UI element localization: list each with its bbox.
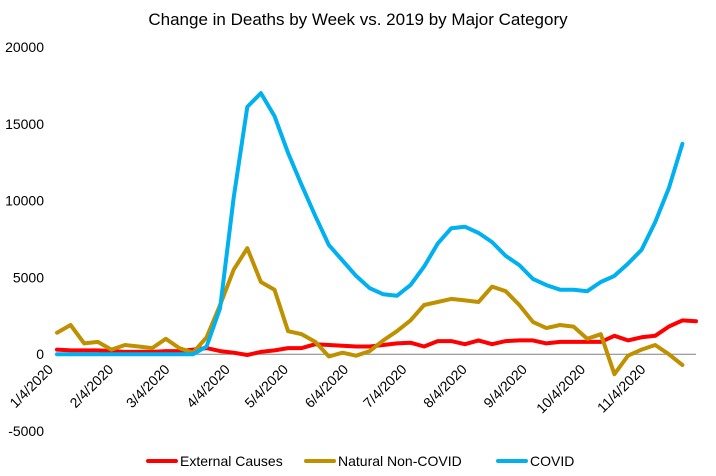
x-tick-label: 2/4/2020 — [66, 361, 116, 411]
series-lines — [55, 91, 698, 377]
x-tick-label: 1/4/2020 — [6, 361, 56, 411]
y-tick-label: 5000 — [13, 269, 44, 285]
x-tick-label: 5/4/2020 — [241, 361, 291, 411]
y-tick-label: -5000 — [8, 423, 44, 439]
x-axis-ticks: 1/4/2020 2/4/2020 3/4/2020 4/4/2020 5/4/2020… — [6, 361, 648, 417]
legend: External Causes Natural Non-COVID COVID — [146, 453, 574, 469]
legend-label-external-causes: External Causes — [180, 453, 283, 469]
series-line-covid — [55, 91, 685, 357]
x-tick-label: 8/4/2020 — [420, 361, 470, 411]
x-tick-label: 9/4/2020 — [480, 361, 530, 411]
legend-label-natural-non-covid: Natural Non-COVID — [338, 453, 462, 469]
y-tick-label: 10000 — [5, 193, 44, 209]
y-axis-ticks: -5000 0 5000 10000 15000 20000 — [5, 39, 44, 439]
y-tick-label: 0 — [36, 346, 44, 362]
series-line-natural-non-covid — [55, 246, 685, 377]
x-tick-label: 4/4/2020 — [183, 361, 233, 411]
x-tick-label: 7/4/2020 — [360, 361, 410, 411]
legend-label-covid: COVID — [530, 453, 574, 469]
x-tick-label: 3/4/2020 — [123, 361, 173, 411]
y-tick-label: 15000 — [5, 116, 44, 132]
x-tick-label: 10/4/2020 — [533, 361, 589, 417]
y-tick-label: 20000 — [5, 39, 44, 55]
x-tick-label: 11/4/2020 — [594, 361, 649, 416]
chart-title: Change in Deaths by Week vs. 2019 by Maj… — [148, 10, 568, 29]
x-tick-label: 6/4/2020 — [301, 361, 351, 411]
